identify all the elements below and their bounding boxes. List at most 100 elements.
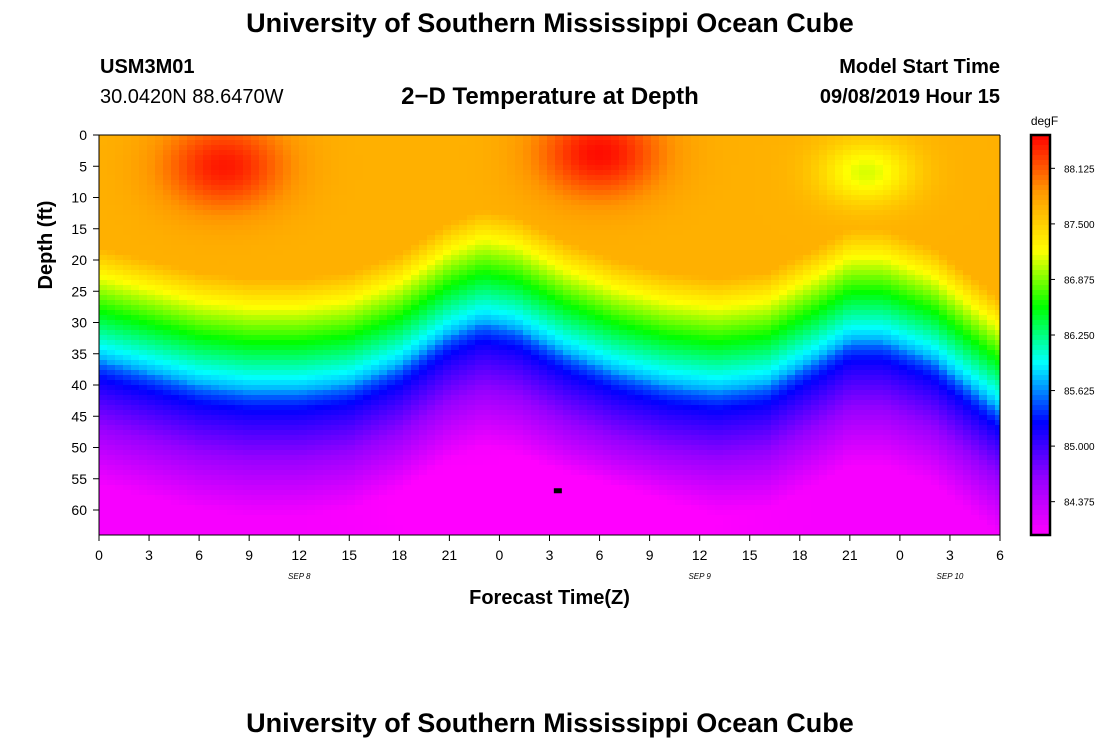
heatmap-cell xyxy=(939,195,948,201)
heatmap-cell xyxy=(251,335,260,341)
heatmap-cell xyxy=(675,270,684,276)
heatmap-cell xyxy=(835,135,844,141)
heatmap-cell xyxy=(667,145,676,151)
heatmap-cell xyxy=(235,310,244,316)
heatmap-cell xyxy=(507,315,516,321)
heatmap-cell xyxy=(315,335,324,341)
heatmap-cell xyxy=(915,205,924,211)
heatmap-cell xyxy=(539,165,548,171)
heatmap-cell xyxy=(963,350,972,356)
heatmap-cell xyxy=(355,200,364,206)
heatmap-cell xyxy=(683,155,692,161)
heatmap-cell xyxy=(563,310,572,316)
heatmap-cell xyxy=(435,295,444,301)
heatmap-cell xyxy=(755,230,764,236)
heatmap-cell xyxy=(331,165,340,171)
heatmap-cell xyxy=(107,260,116,266)
heatmap-cell xyxy=(827,135,836,141)
heatmap-cell xyxy=(603,350,612,356)
heatmap-cell xyxy=(819,165,828,171)
heatmap-cell xyxy=(763,245,772,251)
heatmap-cell xyxy=(283,335,292,341)
heatmap-cell xyxy=(971,250,980,256)
heatmap-cell xyxy=(187,270,196,276)
heatmap-cell xyxy=(323,175,332,181)
heatmap-cell xyxy=(947,300,956,306)
heatmap-cell xyxy=(531,295,540,301)
heatmap-cell xyxy=(403,245,412,251)
heatmap-cell xyxy=(643,280,652,286)
heatmap-cell xyxy=(203,315,212,321)
heatmap-cell xyxy=(875,150,884,156)
heatmap-cell xyxy=(323,165,332,171)
heatmap-cell xyxy=(267,245,276,251)
heatmap-cell xyxy=(507,195,516,201)
heatmap-cell xyxy=(195,240,204,246)
heatmap-cell xyxy=(491,320,500,326)
heatmap-cell xyxy=(411,230,420,236)
heatmap-cell xyxy=(795,270,804,276)
heatmap-cell xyxy=(595,265,604,271)
heatmap-cell xyxy=(595,230,604,236)
heatmap-cell xyxy=(115,180,124,186)
heatmap-cell xyxy=(291,175,300,181)
heatmap-cell xyxy=(851,225,860,231)
heatmap-cell xyxy=(955,205,964,211)
heatmap-cell xyxy=(939,185,948,191)
heatmap-cell xyxy=(875,140,884,146)
heatmap-cell xyxy=(211,240,220,246)
heatmap-cell xyxy=(235,270,244,276)
heatmap-cell xyxy=(931,215,940,221)
heatmap-cell xyxy=(635,265,644,271)
heatmap-cell xyxy=(491,250,500,256)
heatmap-cell xyxy=(843,210,852,216)
heatmap-cell xyxy=(915,325,924,331)
heatmap-cell xyxy=(907,145,916,151)
heatmap-cell xyxy=(147,310,156,316)
heatmap-cell xyxy=(331,215,340,221)
heatmap-cell xyxy=(795,335,804,341)
heatmap-cell xyxy=(579,170,588,176)
heatmap-cell xyxy=(531,335,540,341)
heatmap-cell xyxy=(99,205,108,211)
heatmap-cell xyxy=(499,205,508,211)
heatmap-cell xyxy=(899,290,908,296)
heatmap-cell xyxy=(619,350,628,356)
heatmap-cell xyxy=(939,295,948,301)
heatmap-cell xyxy=(291,240,300,246)
heatmap-cell xyxy=(219,165,228,171)
heatmap-cell xyxy=(723,275,732,281)
heatmap-cell xyxy=(299,210,308,216)
heatmap-cell xyxy=(771,255,780,261)
heatmap-cell xyxy=(467,160,476,166)
heatmap-cell xyxy=(843,335,852,341)
heatmap-cell xyxy=(947,160,956,166)
heatmap-cell xyxy=(235,210,244,216)
heatmap-cell xyxy=(611,290,620,296)
heatmap-cell xyxy=(875,320,884,326)
heatmap-cell xyxy=(475,265,484,271)
heatmap-cell xyxy=(395,275,404,281)
heatmap-cell xyxy=(587,195,596,201)
heatmap-cell xyxy=(355,180,364,186)
heatmap-cell xyxy=(187,330,196,336)
heatmap-cell xyxy=(267,340,276,346)
heatmap-cell xyxy=(539,295,548,301)
heatmap-cell xyxy=(827,190,836,196)
heatmap-cell xyxy=(203,180,212,186)
heatmap-cell xyxy=(515,260,524,266)
heatmap-cell xyxy=(267,350,276,356)
heatmap-cell xyxy=(915,150,924,156)
heatmap-cell xyxy=(427,170,436,176)
heatmap-cell xyxy=(739,235,748,241)
heatmap-cell xyxy=(931,180,940,186)
heatmap-cell xyxy=(819,155,828,161)
heatmap-cell xyxy=(347,240,356,246)
heatmap-cell xyxy=(451,140,460,146)
heatmap-cell xyxy=(331,320,340,326)
heatmap-cell xyxy=(891,345,900,351)
heatmap-cell xyxy=(203,165,212,171)
heatmap-cell xyxy=(699,195,708,201)
heatmap-cell xyxy=(435,345,444,351)
heatmap-cell xyxy=(147,170,156,176)
